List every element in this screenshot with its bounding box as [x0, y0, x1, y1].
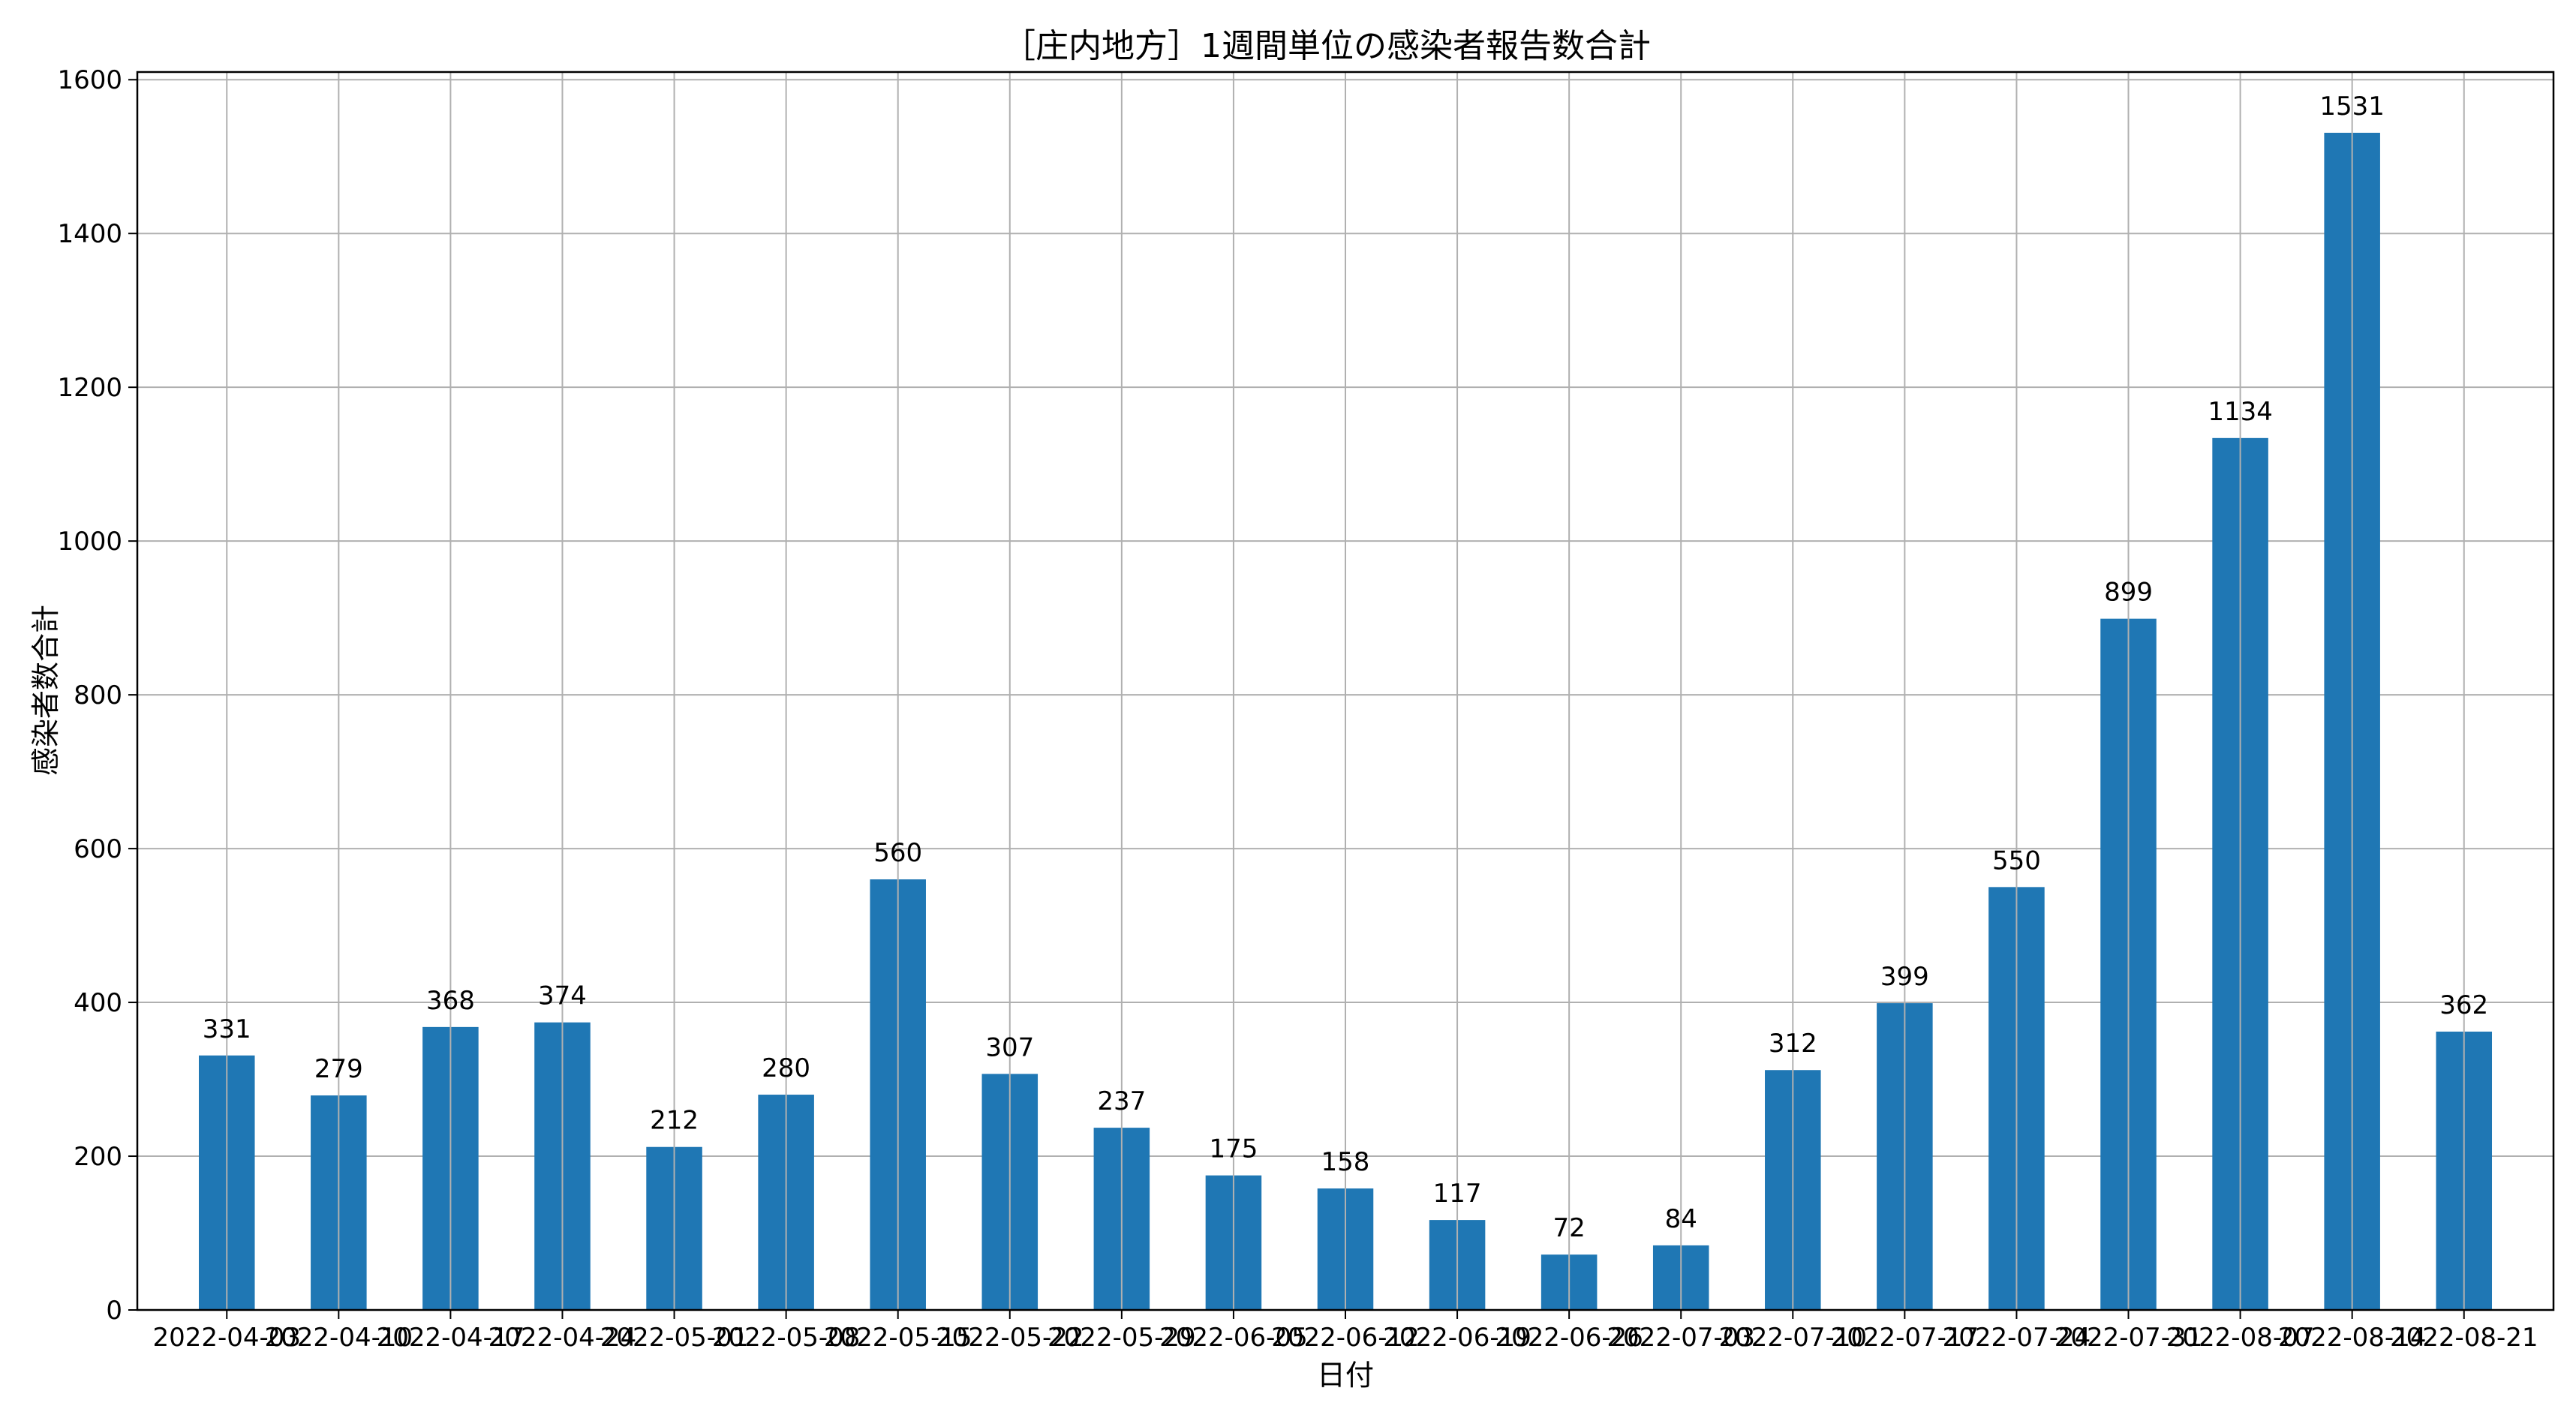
x-tick-label: 2022-08-07: [2166, 1323, 2315, 1353]
data-label: 374: [538, 981, 587, 1011]
y-tick-label: 1400: [57, 219, 122, 249]
x-tick-label: 2022-08-14: [2278, 1323, 2427, 1353]
y-tick-label: 400: [74, 988, 122, 1018]
data-label: 362: [2439, 990, 2488, 1020]
x-tick-label: 2022-05-08: [712, 1323, 861, 1353]
data-label: 1531: [2319, 92, 2385, 122]
x-tick-label: 2022-06-19: [1383, 1323, 1531, 1353]
y-tick-label: 0: [106, 1296, 122, 1326]
x-axis-title: 日付: [1317, 1359, 1374, 1392]
x-tick-label: 2022-04-03: [152, 1323, 301, 1353]
data-label: 312: [1769, 1029, 1817, 1059]
y-tick-label: 600: [74, 834, 122, 864]
x-tick-label: 2022-04-10: [265, 1323, 413, 1353]
data-label: 280: [762, 1053, 810, 1083]
y-axis-title: 感染者数合計: [29, 605, 62, 776]
data-label: 399: [1880, 962, 1929, 992]
x-tick-label: 2022-06-26: [1495, 1323, 1643, 1353]
data-label: 158: [1321, 1147, 1370, 1177]
data-label: 560: [873, 838, 922, 868]
y-tick-label: 800: [74, 680, 122, 711]
x-tick-label: 2022-05-29: [1048, 1323, 1196, 1353]
data-label: 307: [985, 1032, 1034, 1062]
x-tick-label: 2022-08-21: [2390, 1323, 2538, 1353]
x-tick-label: 2022-05-01: [600, 1323, 749, 1353]
x-tick-label: 2022-07-31: [2054, 1323, 2203, 1353]
data-label: 117: [1433, 1179, 1482, 1209]
x-tick-label: 2022-04-24: [488, 1323, 637, 1353]
data-label: 899: [2104, 578, 2153, 608]
y-tick-label: 1600: [57, 65, 122, 95]
x-tick-label: 2022-05-22: [936, 1323, 1084, 1353]
data-label: 212: [650, 1106, 699, 1136]
ticks: 020040060080010001200140016002022-04-032…: [57, 65, 2538, 1353]
data-label: 550: [1992, 846, 2041, 876]
y-tick-label: 1000: [57, 527, 122, 557]
data-label: 279: [314, 1054, 363, 1084]
x-tick-label: 2022-06-05: [1159, 1323, 1308, 1353]
x-tick-label: 2022-04-17: [377, 1323, 525, 1353]
x-tick-label: 2022-07-10: [1718, 1323, 1867, 1353]
x-tick-label: 2022-07-17: [1831, 1323, 1979, 1353]
data-label: 84: [1665, 1204, 1697, 1234]
data-label: 175: [1209, 1134, 1258, 1164]
data-label: 1134: [2208, 397, 2273, 427]
x-tick-label: 2022-05-15: [824, 1323, 972, 1353]
x-tick-label: 2022-07-24: [1943, 1323, 2091, 1353]
data-label: 72: [1553, 1213, 1586, 1243]
x-tick-label: 2022-06-12: [1271, 1323, 1420, 1353]
y-tick-label: 200: [74, 1142, 122, 1172]
x-tick-label: 2022-07-03: [1607, 1323, 1755, 1353]
data-label: 368: [426, 986, 475, 1016]
data-label: 331: [203, 1014, 251, 1044]
data-label: 237: [1097, 1086, 1146, 1116]
y-tick-label: 1200: [57, 373, 122, 403]
data-labels: 331 279 368 374 212 280 560 307 237 175 158 117 72 84…: [203, 92, 2488, 1243]
vertical-grid-lines: [226, 72, 2465, 1310]
chart-title: ［庄内地方］1週間単位の感染者報告数合計: [1002, 27, 1651, 65]
